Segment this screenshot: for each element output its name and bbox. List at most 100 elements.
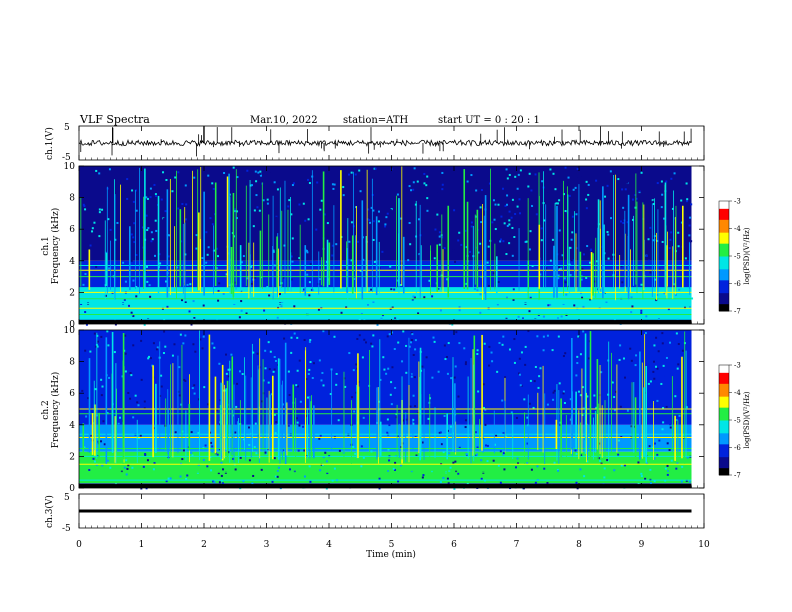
spectrogram-pixel bbox=[609, 177, 612, 180]
colorbar-cell bbox=[719, 287, 729, 290]
spectrogram-pixel bbox=[227, 368, 230, 371]
spectrogram-pixel bbox=[213, 346, 216, 349]
spectrogram-pixel bbox=[84, 273, 87, 276]
xtick-label: 1 bbox=[139, 540, 145, 550]
colorbar-cell bbox=[719, 294, 729, 297]
spectrogram-pixel bbox=[323, 213, 326, 216]
spectrogram-pixel bbox=[273, 413, 276, 416]
spectrogram-pixel bbox=[194, 350, 197, 353]
colorbar-cell bbox=[719, 445, 729, 448]
spectrogram-pixel bbox=[322, 456, 325, 459]
spectrogram-pixel bbox=[335, 185, 338, 188]
spectrogram-pixel bbox=[334, 289, 337, 292]
spectrogram-pixel bbox=[224, 471, 227, 474]
spectrogram-pixel bbox=[543, 219, 546, 222]
spectrogram-pixel bbox=[536, 265, 539, 268]
spectrogram-pixel bbox=[207, 174, 210, 177]
spectrogram-pixel bbox=[257, 250, 260, 253]
spectrogram-pixel bbox=[84, 372, 87, 375]
spectrogram-pixel bbox=[250, 184, 253, 187]
spectrogram-pixel bbox=[669, 238, 672, 241]
spectrogram-pixel bbox=[432, 336, 435, 339]
ytick-label: 0 bbox=[69, 320, 75, 330]
spectrogram-pixel bbox=[418, 448, 421, 451]
spectrogram-pixel bbox=[436, 213, 439, 216]
spectrogram-pixel bbox=[359, 190, 362, 193]
spectrogram-pixel bbox=[150, 240, 153, 243]
spectrogram-pixel bbox=[362, 416, 365, 419]
spectrogram-pixel bbox=[164, 210, 167, 213]
spectrogram-pixel bbox=[417, 218, 420, 221]
spectrogram-pixel bbox=[295, 384, 298, 387]
spectrogram-pixel bbox=[320, 199, 323, 202]
spectrogram-pixel bbox=[306, 251, 309, 254]
spectrogram-pixel bbox=[664, 479, 667, 482]
spectrogram-pixel bbox=[680, 221, 683, 224]
spectrogram-pixel bbox=[630, 359, 633, 362]
spectrogram-pixel bbox=[510, 411, 513, 414]
spectrogram-pixel bbox=[647, 392, 650, 395]
ytick-label: 2 bbox=[69, 452, 75, 462]
ch3-ytick-top: 5 bbox=[64, 493, 70, 503]
spectrogram-pixel bbox=[540, 239, 543, 242]
colorbar-cell bbox=[719, 204, 729, 207]
spectrogram-pixel bbox=[412, 422, 415, 425]
spectrogram-pixel bbox=[302, 425, 305, 428]
spectrogram-pixel bbox=[367, 208, 370, 211]
spectrogram-pixel bbox=[547, 304, 550, 307]
colorbar-cell bbox=[719, 219, 729, 222]
spectrogram-pixel bbox=[529, 379, 532, 382]
spectrogram-pixel bbox=[458, 446, 461, 449]
colorbar-cell bbox=[719, 296, 729, 299]
spectrogram-pixel bbox=[219, 399, 222, 402]
spectrogram-pixel bbox=[685, 479, 688, 482]
spectrogram-pixel bbox=[188, 310, 191, 313]
spectrogram-pixel bbox=[195, 247, 198, 250]
spectrogram-pixel bbox=[676, 462, 679, 465]
spectrogram-pixel bbox=[291, 237, 294, 240]
spectrogram-pixel bbox=[389, 307, 392, 310]
spectrogram-pixel bbox=[305, 227, 308, 230]
spectrogram-pixel bbox=[681, 349, 684, 352]
spectrogram-pixel bbox=[381, 263, 384, 266]
spectrogram-pixel bbox=[475, 215, 478, 218]
spectrogram-pixel bbox=[343, 268, 346, 271]
spectrogram-pixel bbox=[83, 446, 86, 449]
spectrogram-pixel bbox=[559, 361, 562, 364]
spectrogram-pixel bbox=[664, 467, 667, 470]
spectrogram-pixel bbox=[397, 480, 400, 483]
spectrogram-pixel bbox=[116, 400, 119, 403]
spectrogram-pixel bbox=[443, 247, 446, 250]
spectrogram-pixel bbox=[290, 278, 293, 281]
spectrogram-pixel bbox=[688, 480, 691, 483]
spectrogram-pixel bbox=[180, 240, 183, 243]
spectrogram-pixel bbox=[356, 337, 359, 340]
spectrogram-pixel bbox=[635, 354, 638, 357]
spectrogram-pixel bbox=[530, 468, 533, 471]
colorbar-cell bbox=[719, 390, 729, 393]
spectrogram-pixel bbox=[276, 316, 279, 319]
spectrogram-pixel bbox=[202, 335, 205, 338]
spectrogram-pixel bbox=[130, 233, 133, 236]
spectrogram-pixel bbox=[193, 384, 196, 387]
spectrogram-pixel bbox=[392, 467, 395, 470]
spectrogram-pixel bbox=[238, 370, 241, 373]
spectrogram-pixel bbox=[413, 296, 416, 299]
spectrogram-pixel bbox=[652, 200, 655, 203]
spectrogram-pixel bbox=[409, 373, 412, 376]
spectrogram-pixel bbox=[662, 364, 665, 367]
spectrogram-pixel bbox=[135, 253, 138, 256]
spectrogram-pixel bbox=[378, 400, 381, 403]
spectrogram-pixel bbox=[441, 171, 444, 174]
spectrogram-pixel bbox=[340, 311, 343, 314]
spectrogram-pixel bbox=[252, 474, 255, 477]
spectrogram-pixel bbox=[555, 202, 558, 205]
spectrogram-pixel bbox=[507, 234, 510, 237]
spectrogram-pixel bbox=[454, 460, 457, 463]
spectrogram-pixel bbox=[308, 182, 311, 185]
spectrogram-pixel bbox=[458, 231, 461, 234]
spectrogram-pixel bbox=[617, 265, 620, 268]
spectrogram-pixel bbox=[607, 393, 610, 396]
colorbar-tick-label: -7 bbox=[734, 472, 741, 480]
spectrogram-pixel bbox=[478, 315, 481, 318]
